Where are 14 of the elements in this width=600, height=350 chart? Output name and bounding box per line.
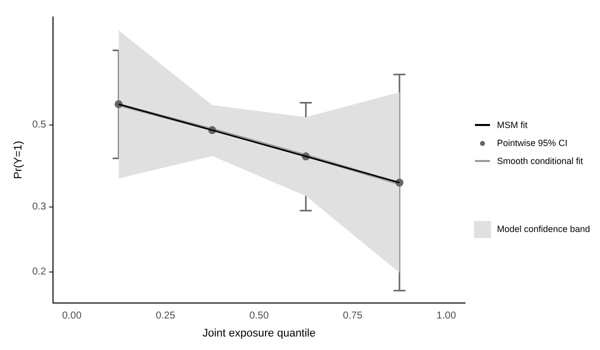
x-tick-label: 1.00 <box>436 310 456 322</box>
legend-label: Pointwise 95% CI <box>497 138 568 148</box>
legend-label: Smooth conditional fit <box>497 156 584 166</box>
y-tick-label: 0.5 <box>32 120 47 131</box>
x-tick-label: 0.25 <box>156 310 176 322</box>
y-tick-label: 0.2 <box>32 266 47 278</box>
x-axis-title: Joint exposure quantile <box>202 327 316 340</box>
x-tick-label: 0.00 <box>62 310 82 322</box>
x-tick-label: 0.75 <box>342 310 363 322</box>
y-tick-label: 0.3 <box>32 202 47 213</box>
legend-label: Model confidence band <box>497 224 590 234</box>
y-axis-title: Pr(Y=1) <box>12 140 25 180</box>
x-tick-label: 0.50 <box>249 310 270 322</box>
legend-label: MSM fit <box>497 120 528 130</box>
